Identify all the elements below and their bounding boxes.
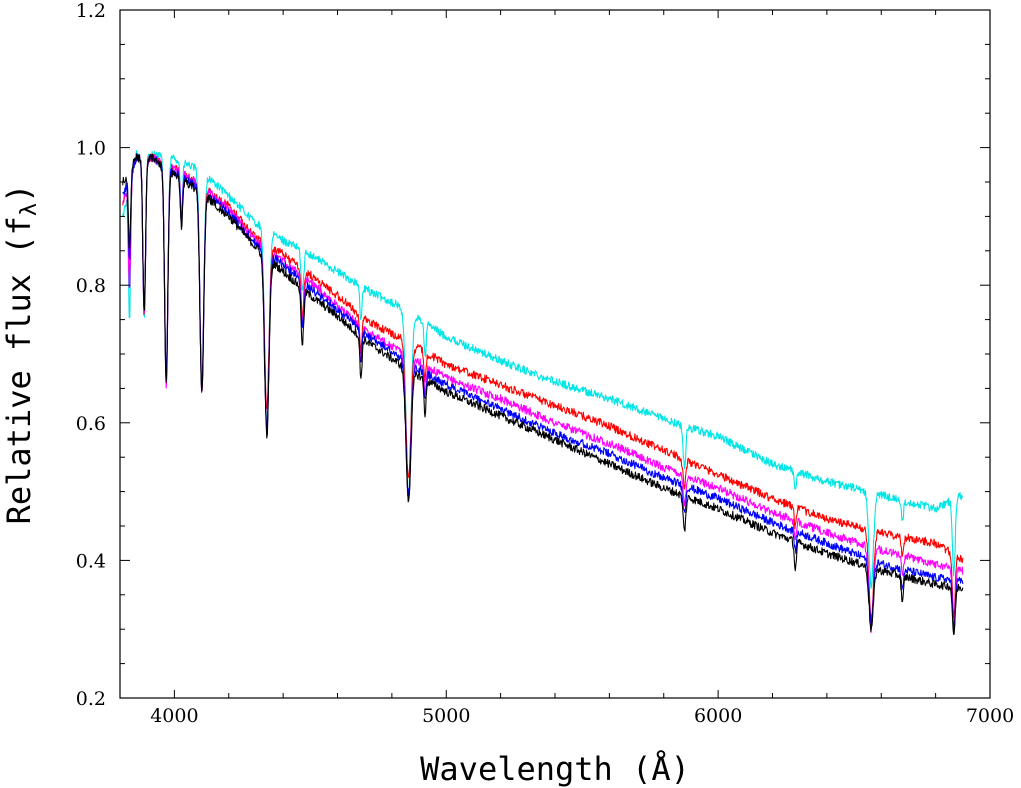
y-axis-title-close: ) xyxy=(0,184,38,203)
spectrum-line-red xyxy=(122,153,964,620)
x-tick-label: 5000 xyxy=(422,705,470,727)
tick-labels-layer: 4000 5000 6000 7000 0.2 0.4 0.6 0.8 1.0 1.2 xyxy=(76,0,1014,727)
series-layer xyxy=(122,150,964,635)
x-tick-label: 7000 xyxy=(966,705,1014,727)
y-tick-label: 0.8 xyxy=(76,275,106,297)
y-tick-label: 0.2 xyxy=(76,688,106,710)
y-axis-title-main: Relative flux (f xyxy=(0,216,38,524)
y-tick-label: 1.0 xyxy=(76,138,106,160)
y-tick-label: 1.2 xyxy=(76,0,106,22)
x-tick-label: 6000 xyxy=(694,705,742,727)
ticks-layer xyxy=(119,9,991,699)
spectrum-line-magenta xyxy=(122,153,964,634)
y-tick-label: 0.6 xyxy=(76,413,106,435)
plot-frame xyxy=(119,9,991,699)
spectrum-line-black xyxy=(122,153,964,635)
y-axis-title: Relative flux (fλ) xyxy=(0,184,42,525)
x-axis-title: Wavelength (Å) xyxy=(420,750,690,788)
y-tick-label: 0.4 xyxy=(76,550,106,572)
y-axis-title-subscript: λ xyxy=(17,203,42,216)
x-tick-label: 4000 xyxy=(150,705,198,727)
